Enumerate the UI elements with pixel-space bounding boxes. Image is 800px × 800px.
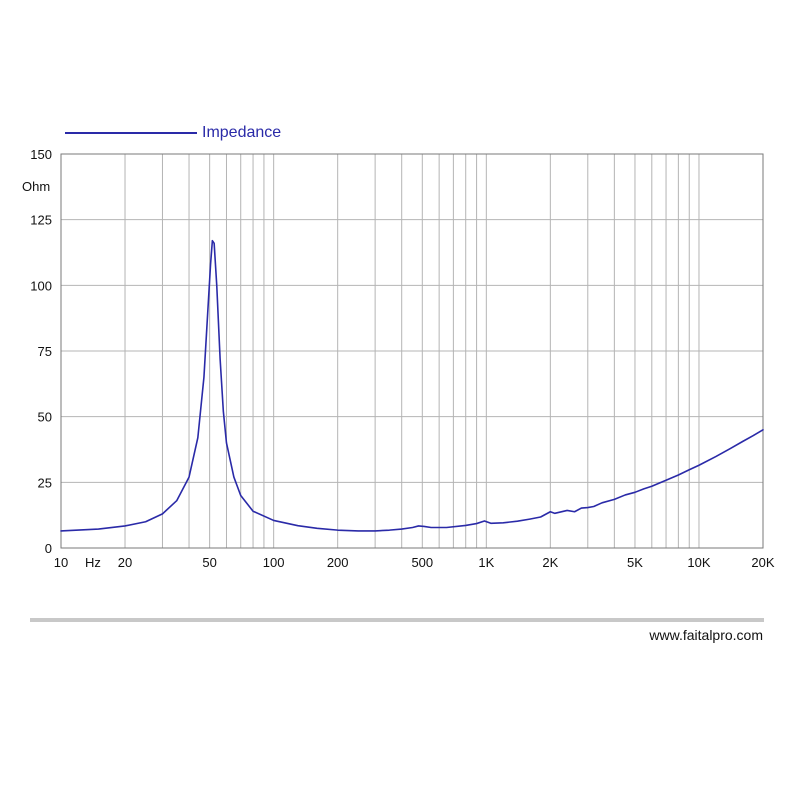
- x-tick-label: 500: [411, 555, 433, 570]
- series-group: [60, 239, 764, 532]
- y-tick-label: 0: [45, 541, 52, 556]
- legend-label-impedance: Impedance: [202, 124, 281, 141]
- y-axis-ticks: 0 25 50 75 100 125 150: [30, 147, 52, 556]
- y-tick-label: 50: [38, 410, 52, 425]
- x-tick-label: 200: [327, 555, 349, 570]
- y-tick-label: 150: [30, 147, 52, 162]
- x-tick-label: 100: [263, 555, 285, 570]
- y-tick-label: 100: [30, 278, 52, 293]
- x-tick-label: 10K: [687, 555, 710, 570]
- x-tick-label: 2K: [542, 555, 558, 570]
- x-tick-label: 20K: [751, 555, 774, 570]
- y-tick-label: 125: [30, 213, 52, 228]
- x-axis-unit: Hz: [85, 555, 101, 570]
- y-tick-label: 75: [38, 344, 52, 359]
- x-axis-ticks: 10 20 50 100 200 500 1K 2K 5K 10K 20K: [54, 555, 775, 570]
- y-axis-label: Ohm: [22, 179, 50, 194]
- series-line-impedance: [60, 239, 764, 532]
- footer-url[interactable]: www.faitalpro.com: [649, 627, 763, 643]
- footer-divider: [30, 618, 764, 622]
- y-tick-label: 25: [38, 475, 52, 490]
- legend: Impedance: [65, 124, 281, 141]
- x-tick-label: 20: [118, 555, 132, 570]
- x-tick-label: 1K: [478, 555, 494, 570]
- grid: [61, 154, 763, 548]
- x-tick-label: 10: [54, 555, 68, 570]
- x-tick-label: 50: [202, 555, 216, 570]
- x-tick-label: 5K: [627, 555, 643, 570]
- plot-frame: [60, 153, 764, 549]
